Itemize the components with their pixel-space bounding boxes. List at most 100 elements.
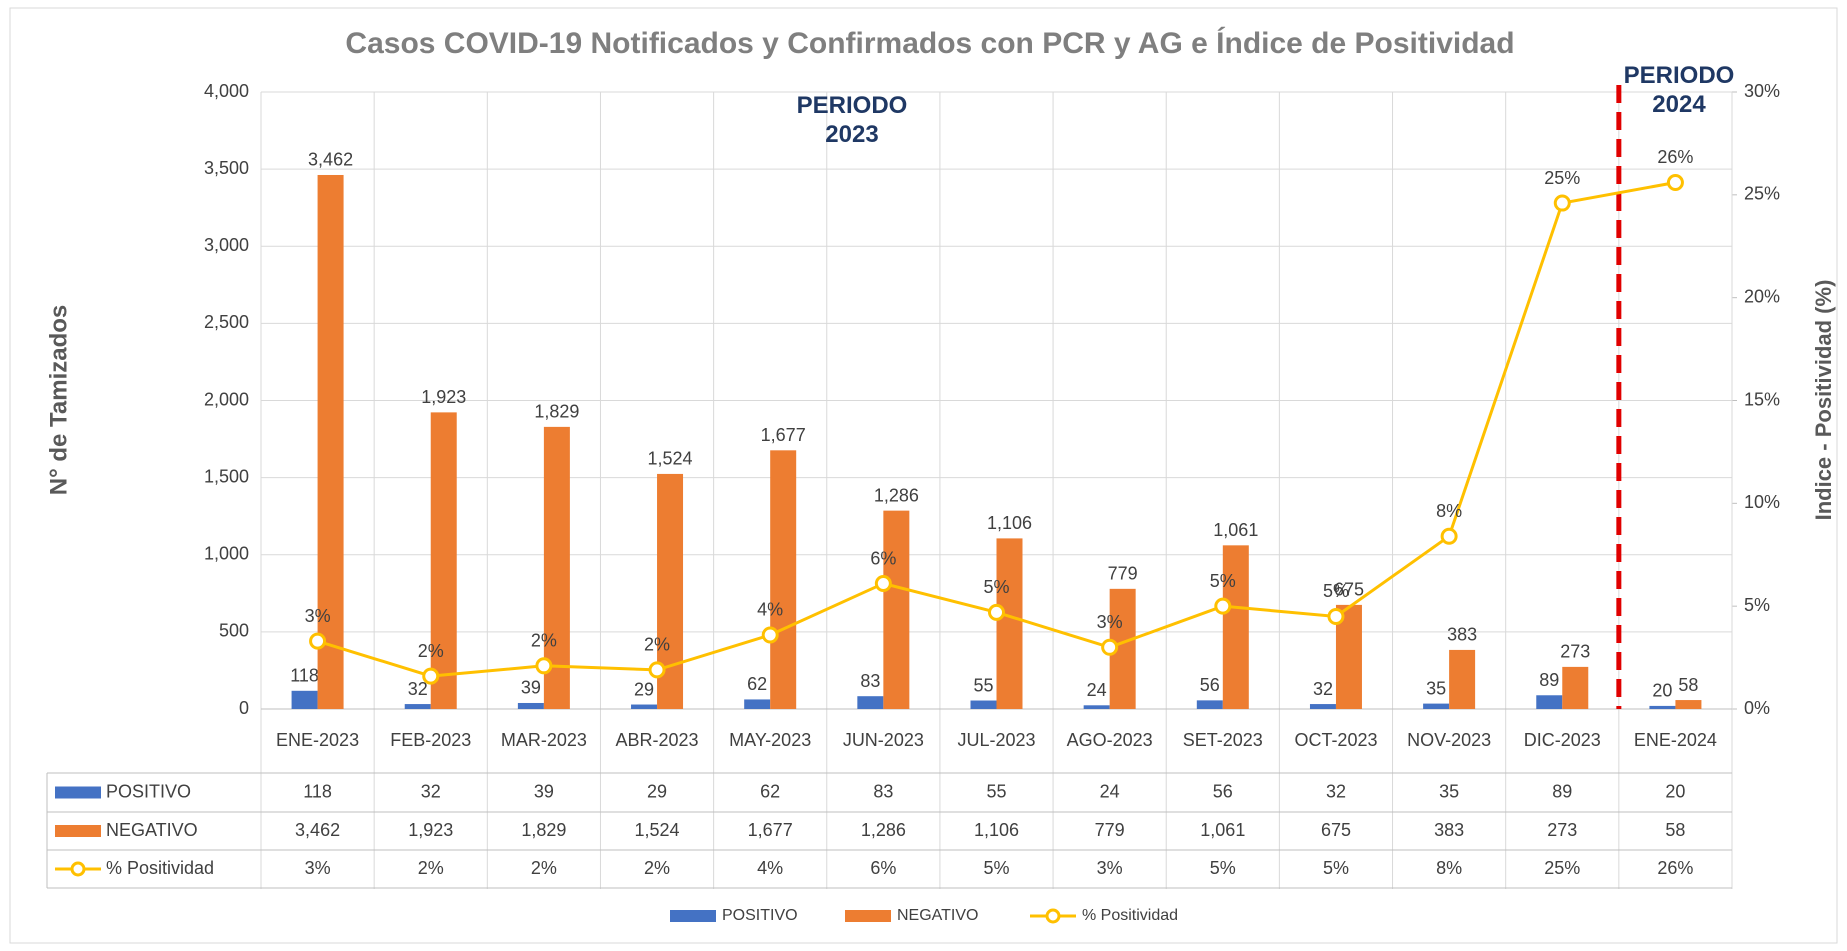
data-label: 6% [870, 548, 896, 568]
table-cell: 89 [1552, 781, 1572, 801]
x-tick-label: ENE-2024 [1634, 730, 1717, 750]
bar [770, 450, 797, 709]
x-tick-label: ENE-2023 [276, 730, 359, 750]
annotation: PERIODO 2024 [1623, 62, 1735, 118]
bar [996, 538, 1023, 709]
table-cell: 58 [1665, 820, 1685, 840]
y-tick-label: 1,000 [204, 544, 249, 564]
line-marker [1553, 194, 1571, 212]
data-label: 32 [408, 679, 428, 699]
data-label: 3,462 [308, 150, 353, 170]
table-cell: 39 [534, 781, 554, 801]
y2-tick-label: 5% [1744, 595, 1770, 615]
line-marker [1666, 173, 1684, 191]
line-marker [422, 667, 440, 685]
table-cell: 273 [1547, 820, 1577, 840]
table-cell: 83 [873, 781, 893, 801]
data-label: 1,106 [987, 513, 1032, 533]
table-cell: 26% [1657, 858, 1693, 878]
y2-axis-title: Indice - Positividad (%) [1811, 280, 1836, 521]
table-cell: 32 [1326, 781, 1346, 801]
bar [631, 704, 658, 709]
table-cell: 25% [1544, 858, 1580, 878]
table-cell: 1,829 [521, 820, 566, 840]
table-cell: 779 [1095, 820, 1125, 840]
data-label: 62 [747, 674, 767, 694]
data-label: 1,829 [534, 402, 579, 422]
legend-key [670, 910, 716, 922]
y2-tick-label: 15% [1744, 389, 1780, 409]
bar [1649, 705, 1676, 709]
table-cell: 5% [983, 858, 1009, 878]
line-marker [988, 603, 1005, 621]
line-marker [1214, 597, 1232, 615]
bar [857, 696, 884, 709]
y-tick-label: 0 [239, 698, 249, 718]
table-cell: 2% [531, 858, 557, 878]
table-cell: 55 [986, 781, 1006, 801]
x-tick-label: AGO-2023 [1067, 730, 1153, 750]
data-label: 1,286 [874, 485, 919, 505]
line-marker [1440, 527, 1458, 545]
data-label: 35 [1426, 678, 1446, 698]
table-cell: 5% [1210, 858, 1236, 878]
table-cell: 1,524 [635, 820, 680, 840]
x-tick-label: DIC-2023 [1524, 730, 1601, 750]
table-cell: 3,462 [295, 820, 340, 840]
legend-key [55, 825, 101, 837]
table-cell: 29 [647, 781, 667, 801]
data-label: 5% [1323, 581, 1349, 601]
data-label: 2% [531, 631, 557, 651]
table-cell: 56 [1213, 781, 1233, 801]
y2-tick-label: 30% [1744, 81, 1780, 101]
table-cell: 2% [644, 858, 670, 878]
x-tick-label: ABR-2023 [616, 730, 699, 750]
x-tick-label: NOV-2023 [1407, 730, 1491, 750]
y2-tick-label: 25% [1744, 184, 1780, 204]
bar [1449, 649, 1476, 709]
y-tick-label: 3,500 [204, 158, 249, 178]
bar [1536, 695, 1563, 709]
data-label: 58 [1678, 675, 1698, 695]
data-label: 25% [1544, 168, 1580, 188]
bar [1222, 545, 1249, 709]
table-cell: 24 [1100, 781, 1120, 801]
x-tick-label: MAR-2023 [501, 730, 587, 750]
legend-label: NEGATIVO [897, 907, 979, 924]
data-label: 5% [983, 577, 1009, 597]
legend-label: % Positividad [1082, 907, 1178, 924]
y-tick-label: 3,000 [204, 235, 249, 255]
legend-key [55, 786, 101, 799]
bar [1083, 705, 1110, 709]
table-cell: 1,677 [748, 820, 793, 840]
table-cell: 118 [303, 781, 332, 801]
table-cell: 32 [421, 781, 441, 801]
data-label: 5% [1210, 571, 1236, 591]
bar [317, 174, 344, 709]
bar [291, 690, 318, 709]
data-label: 39 [521, 678, 541, 698]
bar [1675, 700, 1702, 709]
data-label: 1,923 [421, 387, 466, 407]
table-cell: 2% [418, 858, 444, 878]
line-marker [874, 575, 892, 593]
y-tick-label: 2,500 [204, 312, 249, 332]
table-cell: 6% [870, 858, 896, 878]
bar [1423, 703, 1450, 709]
data-label: 89 [1539, 670, 1559, 690]
bar [404, 704, 431, 709]
data-label: 675 [1334, 580, 1364, 600]
annotation: PERIODO 2023 [796, 92, 908, 148]
data-label: 83 [860, 671, 880, 691]
x-tick-label: JUN-2023 [843, 730, 924, 750]
legend-key [1045, 908, 1061, 924]
y-axis-title: N° de Tamizados [45, 305, 72, 496]
data-label: 118 [290, 666, 319, 686]
bar [1562, 666, 1589, 709]
legend-key [70, 861, 86, 877]
legend-key [845, 910, 891, 922]
legend-label: POSITIVO [722, 907, 798, 924]
table-cell: 675 [1321, 820, 1351, 840]
x-tick-label: OCT-2023 [1294, 730, 1377, 750]
bar [430, 412, 457, 709]
